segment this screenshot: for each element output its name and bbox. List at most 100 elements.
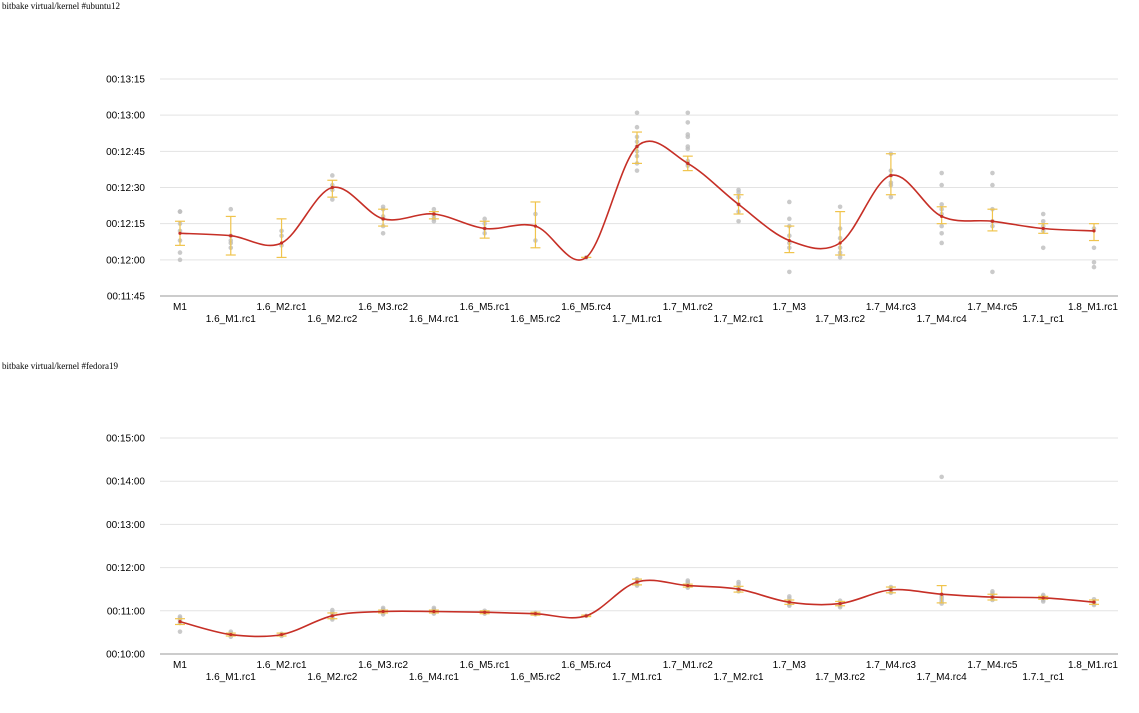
y-tick-label: 00:15:00 bbox=[106, 434, 145, 445]
sample-point bbox=[1091, 245, 1097, 251]
x-tick-label: 1.6_M5.rc1 bbox=[460, 302, 510, 313]
sample-point bbox=[1091, 259, 1097, 265]
x-tick-label: 1.7_M4.rc5 bbox=[967, 302, 1017, 313]
sample-point bbox=[990, 269, 995, 275]
x-tick-label: 1.6_M2.rc1 bbox=[257, 660, 307, 671]
x-tick-label: 1.6_M4.rc1 bbox=[409, 672, 459, 683]
x-tick-label: 1.6_M5.rc4 bbox=[561, 660, 611, 671]
sample-point bbox=[736, 187, 741, 193]
sample-point bbox=[1040, 211, 1046, 217]
mean-point bbox=[990, 595, 995, 599]
mean-point bbox=[889, 173, 893, 178]
mean-point bbox=[279, 632, 284, 637]
x-tick-label: 1.7.1_rc1 bbox=[1022, 672, 1064, 683]
x-tick-label: 1.6_M2.rc2 bbox=[307, 314, 357, 325]
x-tick-label: M1 bbox=[173, 302, 187, 313]
sample-point bbox=[685, 132, 691, 137]
y-tick-label: 00:12:00 bbox=[106, 255, 145, 266]
mean-point bbox=[330, 614, 334, 618]
y-tick-label: 00:12:15 bbox=[106, 219, 145, 230]
x-tick-label: 1.6_M5.rc4 bbox=[561, 302, 611, 313]
mean-point bbox=[1041, 596, 1045, 600]
sample-point bbox=[787, 216, 792, 222]
x-tick-label: 1.6_M5.rc2 bbox=[510, 672, 560, 683]
mean-point bbox=[889, 588, 893, 592]
mean-point bbox=[1092, 229, 1096, 233]
sample-point bbox=[787, 269, 792, 275]
y-tick-label: 00:12:30 bbox=[106, 183, 145, 194]
x-tick-label: 1.8_M1.rc1 bbox=[1068, 302, 1118, 313]
x-tick-label: 1.7.1_rc1 bbox=[1022, 314, 1064, 325]
sample-point bbox=[380, 231, 386, 236]
sample-point bbox=[787, 594, 792, 599]
mean-point bbox=[178, 620, 182, 624]
sample-point bbox=[1040, 245, 1046, 251]
sample-point bbox=[888, 194, 894, 200]
mean-point bbox=[584, 614, 588, 618]
x-tick-label: 1.7_M2.rc1 bbox=[714, 314, 764, 325]
x-tick-label: 1.7_M1.rc2 bbox=[663, 660, 713, 671]
x-tick-label: 1.7_M4.rc5 bbox=[967, 660, 1017, 671]
sample-point bbox=[939, 182, 944, 188]
sample-point bbox=[431, 605, 437, 611]
mean-point bbox=[432, 212, 436, 216]
sample-point bbox=[685, 110, 691, 116]
sample-point bbox=[685, 120, 691, 125]
sample-point bbox=[837, 204, 843, 210]
sample-point bbox=[380, 605, 386, 611]
error-bar bbox=[835, 211, 846, 256]
x-tick-label: 1.6_M2.rc2 bbox=[307, 672, 357, 683]
mean-point bbox=[990, 219, 995, 223]
x-tick-label: 1.7_M4.rc3 bbox=[866, 302, 916, 313]
mean-point bbox=[533, 224, 538, 228]
x-tick-label: 1.6_M5.rc2 bbox=[510, 314, 560, 325]
sample-point bbox=[634, 110, 640, 116]
sample-point bbox=[177, 250, 183, 255]
chart-title: bitbake virtual/kernel #fedora19 bbox=[2, 361, 118, 371]
mean-point bbox=[787, 238, 791, 243]
y-tick-label: 00:13:00 bbox=[106, 520, 145, 531]
mean-point bbox=[279, 241, 284, 245]
y-tick-label: 00:13:15 bbox=[106, 75, 145, 86]
mean-point bbox=[381, 217, 385, 221]
sample-point bbox=[939, 170, 944, 176]
x-tick-label: M1 bbox=[173, 660, 187, 671]
sample-point bbox=[939, 474, 944, 480]
mean-point bbox=[229, 234, 233, 238]
sample-point bbox=[787, 199, 792, 205]
sample-point bbox=[380, 204, 386, 210]
x-tick-label: 1.7_M4.rc4 bbox=[917, 314, 967, 325]
x-tick-label: 1.7_M1.rc1 bbox=[612, 672, 662, 683]
mean-line bbox=[179, 579, 1095, 638]
mean-point bbox=[533, 612, 538, 616]
sample-point bbox=[330, 197, 335, 202]
y-tick-label: 00:14:00 bbox=[106, 477, 145, 488]
y-tick-label: 00:10:00 bbox=[106, 650, 145, 661]
sample-point bbox=[177, 629, 183, 634]
sample-point bbox=[939, 240, 944, 246]
mean-point bbox=[787, 600, 791, 604]
y-tick-label: 00:12:00 bbox=[106, 563, 145, 574]
sample-point bbox=[939, 223, 944, 229]
mean-point bbox=[178, 231, 182, 235]
sample-point bbox=[482, 216, 487, 222]
mean-point bbox=[736, 587, 741, 591]
y-tick-label: 00:12:45 bbox=[106, 147, 145, 158]
x-tick-label: 1.7_M2.rc1 bbox=[714, 672, 764, 683]
mean-point bbox=[381, 609, 385, 614]
x-tick-label: 1.6_M4.rc1 bbox=[409, 314, 459, 325]
x-tick-label: 1.7_M1.rc1 bbox=[612, 314, 662, 325]
y-tick-label: 00:11:00 bbox=[107, 606, 146, 617]
sample-point bbox=[228, 206, 234, 212]
sample-point bbox=[634, 168, 640, 173]
sample-point bbox=[736, 218, 741, 224]
sample-point bbox=[990, 170, 995, 176]
sample-point bbox=[1040, 218, 1046, 224]
x-tick-label: 1.6_M1.rc1 bbox=[206, 672, 256, 683]
sample-point bbox=[177, 209, 183, 214]
mean-point bbox=[584, 255, 588, 260]
x-tick-label: 1.6_M3.rc2 bbox=[358, 302, 408, 313]
mean-point bbox=[940, 214, 944, 219]
y-tick-label: 00:13:00 bbox=[106, 111, 145, 122]
mean-point bbox=[635, 580, 639, 584]
